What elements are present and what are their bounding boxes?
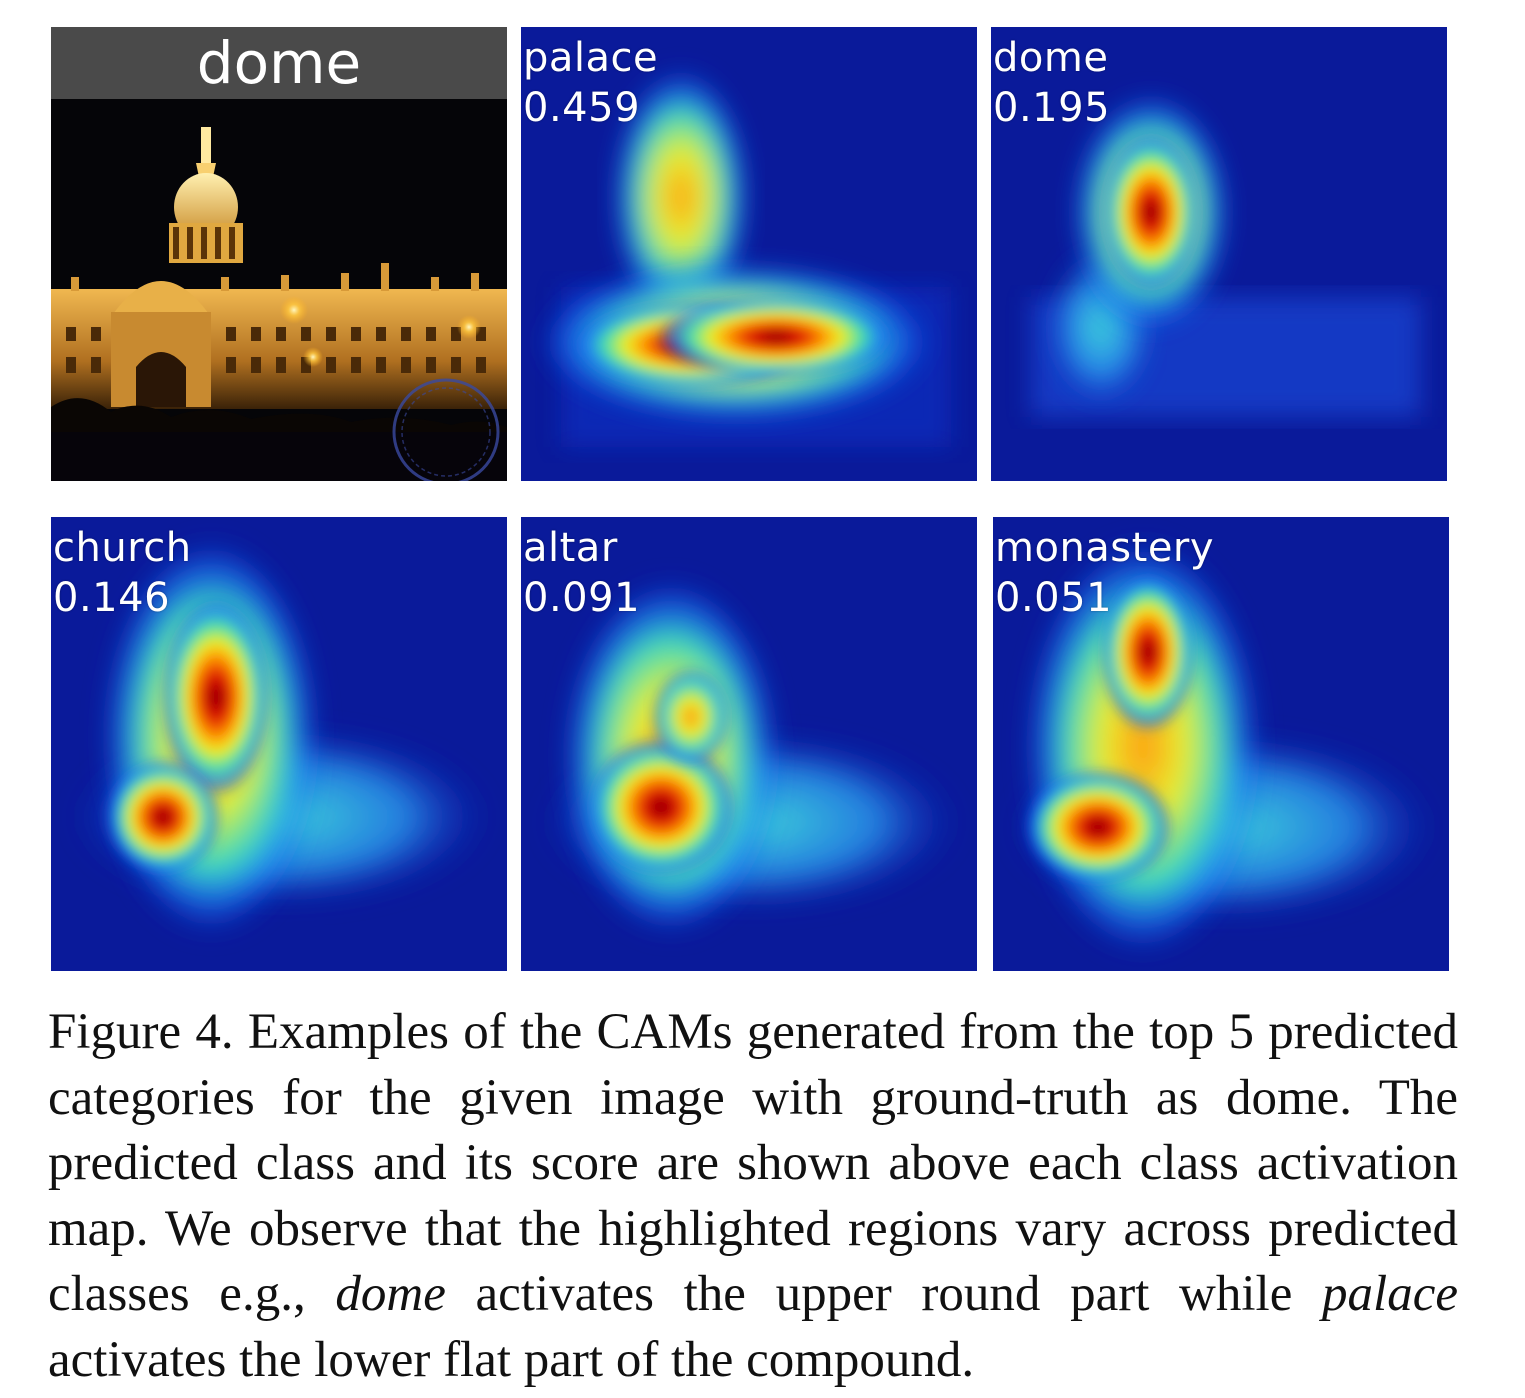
figure-caption: Figure 4. Examples of the CAMs generated… (48, 1000, 1458, 1393)
cam-class-label: altar (523, 525, 618, 571)
heatmap (991, 27, 1447, 481)
original-photo-panel: dome (51, 27, 507, 481)
heatmap (51, 517, 507, 971)
cam-class-label: monastery (995, 525, 1215, 571)
cam-class-label: church (53, 525, 192, 571)
cam-panel-monastery: monastery 0.051 (993, 517, 1449, 971)
label-band (51, 27, 507, 99)
caption-text: Figure 4. Examples of the CAMs generated… (48, 1004, 1458, 1322)
caption-term-dome: dome (335, 1266, 446, 1322)
cam-score: 0.146 (53, 575, 171, 621)
cam-class-label: palace (523, 35, 659, 81)
cam-score: 0.091 (523, 575, 641, 621)
ground-truth-label: dome (196, 29, 362, 97)
cam-panel-dome: dome 0.195 (991, 27, 1447, 481)
cam-panel-palace: palace 0.459 (521, 27, 977, 481)
cam-panel-church: church 0.146 (51, 517, 507, 971)
cam-score: 0.051 (995, 575, 1113, 621)
building-photo (51, 27, 507, 481)
cam-class-label: dome (993, 35, 1109, 81)
cam-panel-altar: altar 0.091 (521, 517, 977, 971)
caption-term-palace: palace (1322, 1266, 1458, 1322)
cam-score: 0.459 (523, 85, 641, 131)
caption-text: activates the upper round part while (445, 1266, 1323, 1322)
heatmap (993, 517, 1449, 971)
caption-text: activates the lower flat part of the com… (48, 1331, 975, 1388)
heatmap (521, 517, 977, 971)
heatmap (521, 27, 977, 481)
cam-score: 0.195 (993, 85, 1111, 131)
